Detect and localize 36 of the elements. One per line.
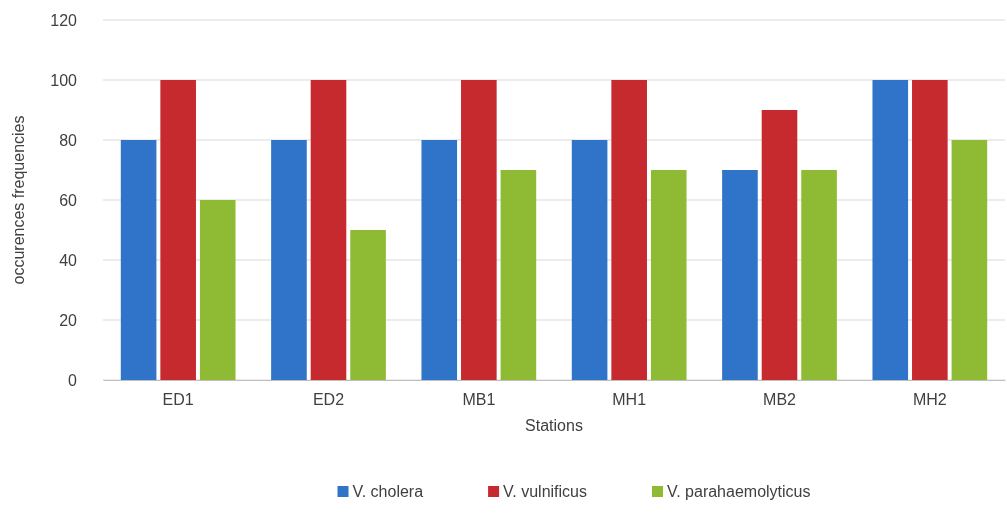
- bar: [271, 140, 307, 380]
- bar: [571, 140, 608, 380]
- bar: [199, 200, 236, 380]
- bar: [160, 80, 196, 380]
- x-tick-label: MH2: [912, 391, 947, 409]
- x-tick-label: ED1: [162, 391, 194, 409]
- y-tick-label: 100: [50, 71, 78, 89]
- bar: [500, 170, 537, 380]
- bar: [951, 140, 988, 380]
- bar: [120, 140, 157, 380]
- bar: [722, 170, 758, 380]
- bar: [650, 170, 687, 380]
- x-tick-label: ED2: [312, 391, 345, 409]
- x-tick-label: MH1: [612, 391, 647, 409]
- bar: [801, 170, 837, 380]
- x-axis-title: Stations: [525, 417, 583, 434]
- bar: [761, 110, 798, 380]
- bar: [611, 80, 647, 380]
- y-tick-label: 0: [68, 371, 78, 389]
- y-tick-label: 120: [50, 11, 78, 29]
- bar: [421, 140, 458, 380]
- legend-label: V. vulnificus: [503, 483, 587, 500]
- legend-label: V. parahaemolyticus: [666, 483, 811, 500]
- legend-label: V. cholera: [352, 483, 424, 500]
- y-tick-label: 60: [59, 191, 78, 209]
- y-axis-title: occurences frequencies: [10, 115, 27, 285]
- bar: [912, 80, 948, 380]
- y-tick-label: 80: [59, 131, 78, 149]
- bar: [461, 80, 497, 380]
- y-tick-label: 20: [59, 311, 78, 329]
- bar: [310, 80, 347, 380]
- y-tick-label: 40: [59, 251, 78, 269]
- bar: [350, 230, 386, 380]
- bar: [872, 80, 909, 380]
- x-tick-label: MB2: [763, 391, 797, 409]
- x-tick-label: MB1: [462, 391, 496, 409]
